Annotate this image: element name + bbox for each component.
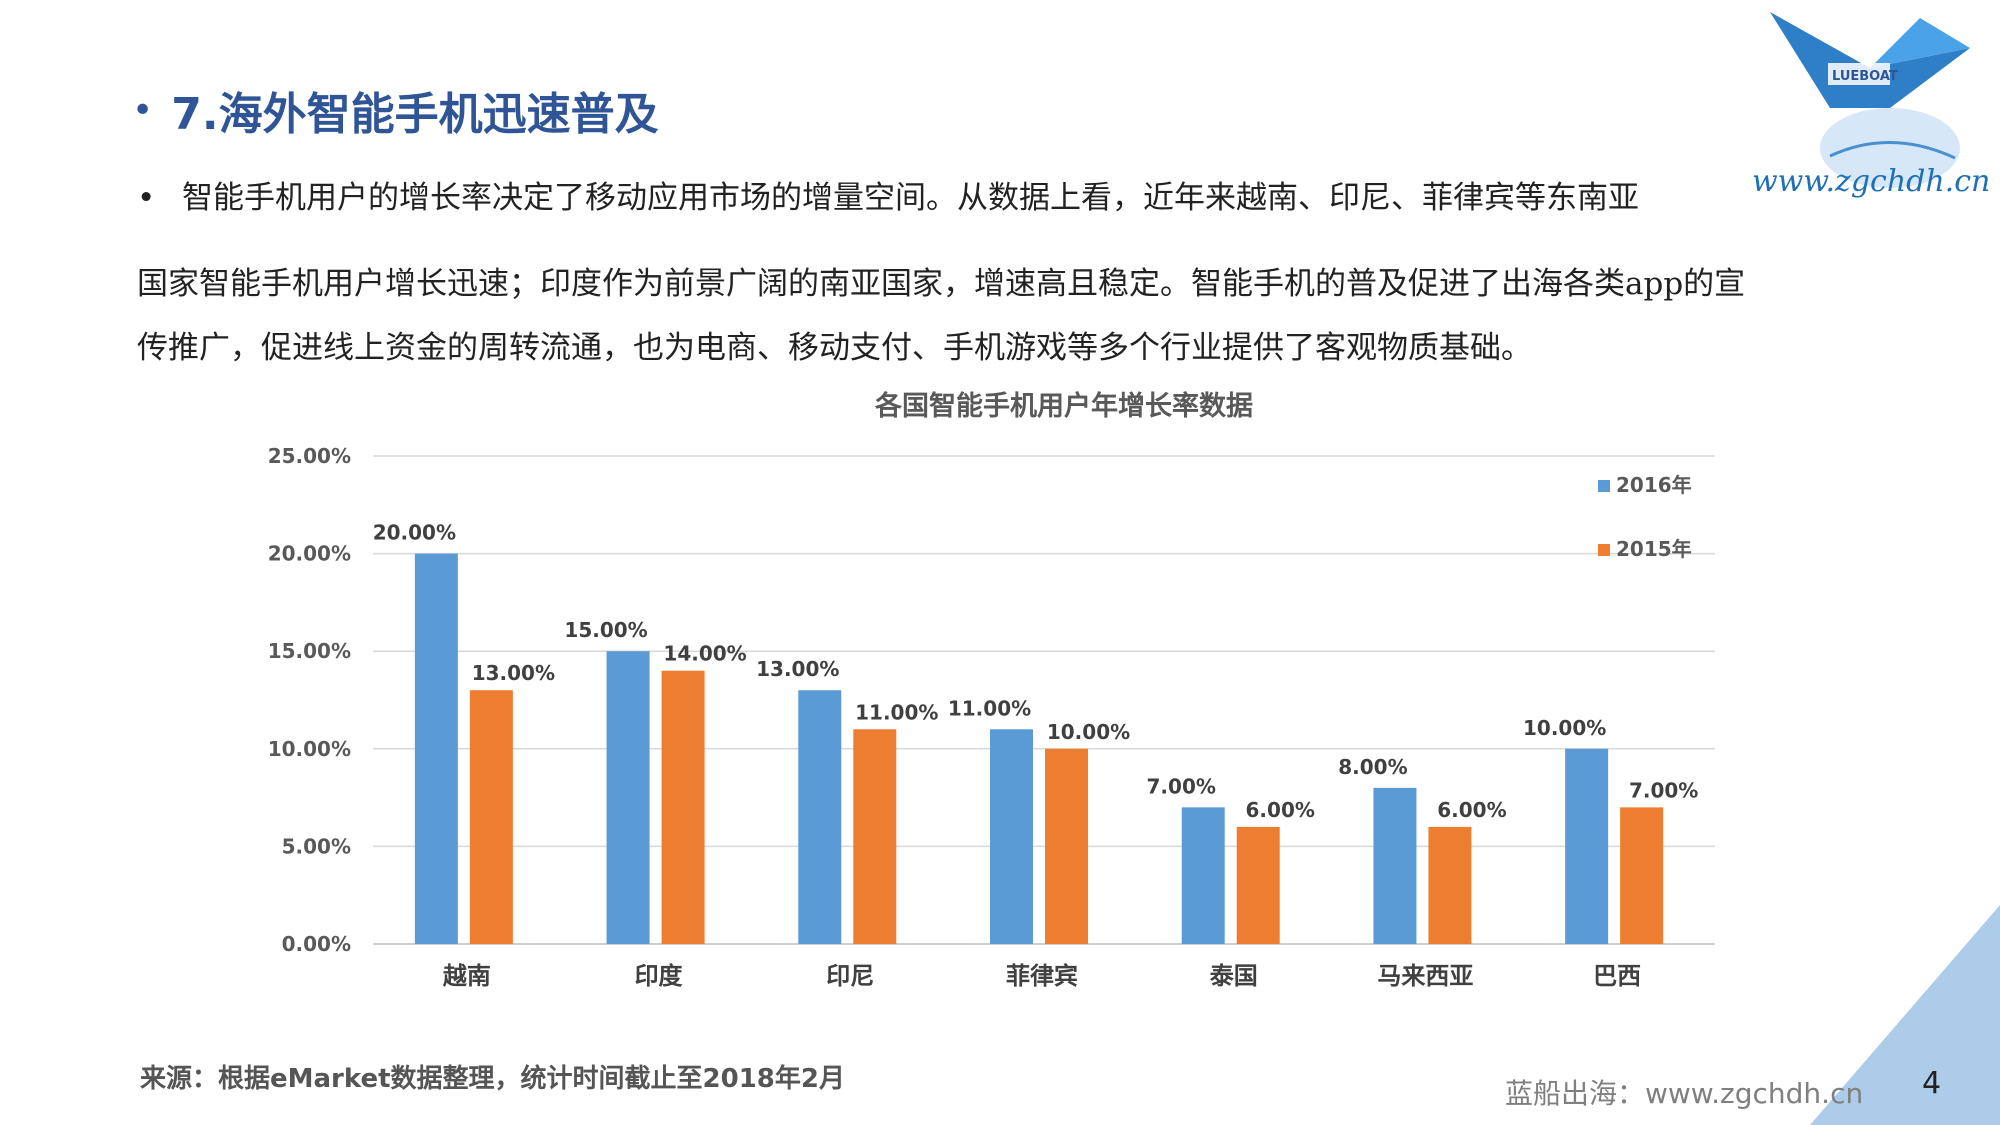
- legend-swatch: [1598, 480, 1610, 492]
- paragraph-line-2: 国家智能手机用户增长迅速；印度作为前景广阔的南亚国家，增速高且稳定。智能手机的普…: [137, 266, 1746, 302]
- bar-series2: [1236, 826, 1280, 944]
- data-label: 14.00%: [663, 642, 746, 666]
- bar-chart: 各国智能手机用户年增长率数据 0.00% 5.00% 10.00% 15.00% 20.0…: [268, 390, 1715, 990]
- slide-title: 7.海外智能手机迅速普及: [171, 89, 659, 140]
- y-tick-label: 15.00%: [268, 639, 351, 663]
- x-tick-label: 巴西: [1593, 962, 1641, 990]
- data-label: 13.00%: [756, 657, 839, 681]
- data-label: 13.00%: [472, 661, 555, 685]
- bar-series1: [1181, 807, 1225, 944]
- x-tick-label: 印度: [635, 962, 684, 990]
- legend-swatch: [1598, 544, 1610, 556]
- x-tick-label: 泰国: [1210, 962, 1258, 990]
- bar-series1: [1565, 748, 1609, 944]
- data-label: 11.00%: [948, 696, 1031, 720]
- bar-series1: [606, 651, 650, 944]
- bar-series2: [469, 690, 513, 944]
- data-label: 10.00%: [1047, 720, 1130, 744]
- legend-label: 2015年: [1616, 537, 1692, 561]
- data-label: 7.00%: [1147, 774, 1216, 798]
- data-label: 20.00%: [373, 521, 456, 545]
- data-label: 15.00%: [564, 618, 647, 642]
- chart-title: 各国智能手机用户年增长率数据: [874, 390, 1253, 422]
- boat-logo-icon: LUEBOAT: [1770, 12, 1970, 188]
- data-label: 10.00%: [1523, 716, 1606, 740]
- paragraph-bullet: •: [137, 180, 156, 216]
- bar-series2: [1045, 748, 1088, 944]
- bar-series2: [1620, 807, 1664, 944]
- bar-series1: [414, 553, 458, 944]
- paragraph-line-3: 传推广，促进线上资金的周转流通，也为电商、移动支付、手机游戏等多个行业提供了客观…: [137, 330, 1532, 366]
- logo-url: www.zgchdh.cn: [1752, 164, 1991, 199]
- paragraph-text-1: 智能手机用户的增长率决定了移动应用市场的增量空间。从数据上看，近年来越南、印尼、…: [182, 180, 1639, 216]
- bar-series1: [990, 729, 1033, 944]
- page-number: 4: [1922, 1066, 1942, 1101]
- bar-series1: [798, 690, 842, 944]
- slide-heading: • 7.海外智能手机迅速普及: [132, 78, 659, 142]
- heading-bullet: •: [132, 89, 154, 131]
- data-label: 6.00%: [1437, 798, 1506, 822]
- x-tick-label: 印尼: [826, 962, 874, 990]
- footer-brand: 蓝船出海：www.zgchdh.cn: [1505, 1077, 1864, 1110]
- paragraph-line-1: • 智能手机用户的增长率决定了移动应用市场的增量空间。从数据上看，近年来越南、印尼…: [137, 172, 1837, 217]
- logo-brand-text: LUEBOAT: [1832, 69, 1898, 84]
- bar-series2: [661, 670, 705, 944]
- data-label: 7.00%: [1629, 778, 1698, 802]
- source-note: 来源：根据eMarket数据整理，统计时间截止至2018年2月: [140, 1064, 845, 1094]
- y-tick-label: 5.00%: [282, 834, 351, 858]
- x-tick-label: 越南: [443, 962, 491, 990]
- y-tick-label: 25.00%: [268, 444, 351, 468]
- bar-series1: [1373, 787, 1417, 944]
- legend-label: 2016年: [1616, 473, 1692, 497]
- y-tick-label: 20.00%: [268, 542, 351, 566]
- bar-series2: [853, 729, 897, 944]
- data-label: 8.00%: [1338, 755, 1407, 779]
- y-tick-label: 0.00%: [282, 932, 351, 956]
- blueboat-logo: LUEBOAT: [1770, 8, 2000, 208]
- data-label: 6.00%: [1246, 798, 1315, 822]
- x-tick-label: 马来西亚: [1377, 962, 1473, 990]
- y-tick-label: 10.00%: [268, 737, 351, 761]
- x-tick-label: 菲律宾: [1006, 962, 1078, 990]
- bar-series2: [1428, 826, 1472, 944]
- data-label: 11.00%: [855, 700, 938, 724]
